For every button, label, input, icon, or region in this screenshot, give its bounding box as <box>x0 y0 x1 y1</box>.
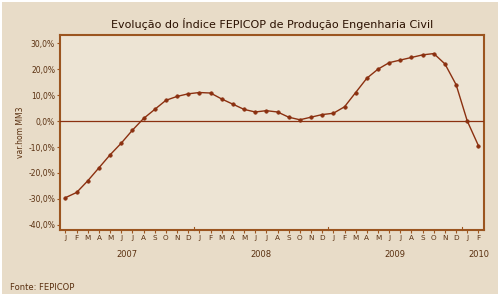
Text: 2009: 2009 <box>384 250 405 259</box>
Title: Evolução do Índice FEPICOP de Produção Engenharia Civil: Evolução do Índice FEPICOP de Produção E… <box>111 19 433 30</box>
Text: 2008: 2008 <box>250 250 271 259</box>
Y-axis label: var.hom MM3: var.hom MM3 <box>16 107 25 158</box>
Text: Fonte: FEPICOP: Fonte: FEPICOP <box>10 283 74 292</box>
Text: 2010: 2010 <box>468 250 489 259</box>
Text: 2007: 2007 <box>116 250 137 259</box>
